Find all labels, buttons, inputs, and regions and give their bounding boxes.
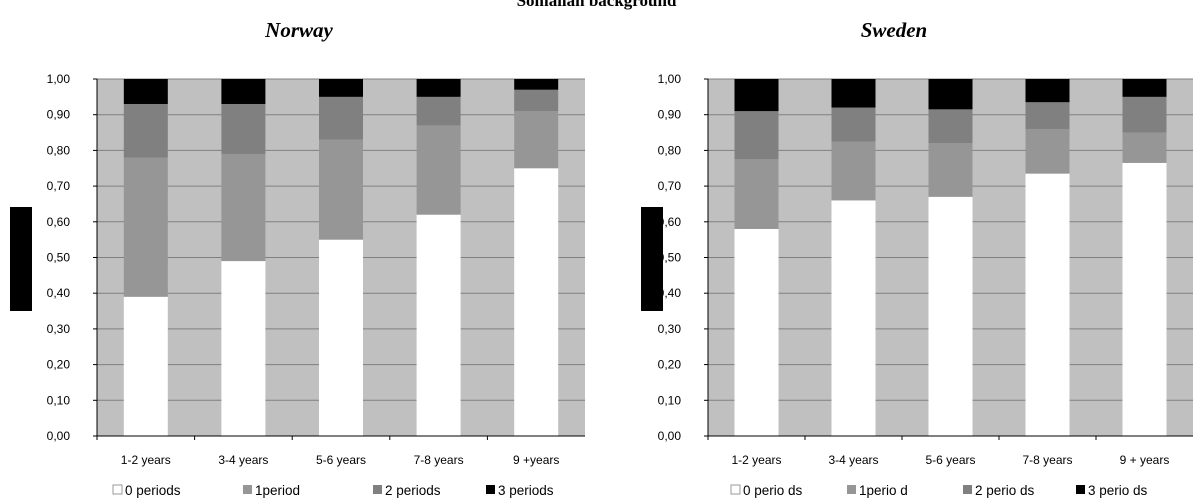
bar-segment (221, 261, 266, 436)
bar-segment (734, 111, 779, 160)
y-tick-label: 1,00 (658, 72, 682, 86)
legend-label: 0 perio ds (743, 483, 803, 498)
y-axis-label-block (641, 207, 663, 311)
bar-segment (1122, 162, 1167, 436)
bar-segment (831, 107, 876, 142)
legend-swatch (847, 485, 856, 494)
y-tick-label: 1,00 (47, 72, 71, 86)
x-tick-label: 1-2 years (731, 453, 781, 467)
bar-segment (221, 79, 266, 104)
y-tick-label: 0,70 (47, 179, 71, 193)
bar-segment (319, 96, 363, 140)
y-tick-label: 0,30 (47, 322, 71, 336)
bar-segment (319, 79, 363, 97)
y-tick-label: 0,60 (658, 215, 682, 229)
x-tick-label: 5-6 years (925, 453, 975, 467)
y-tick-label: 0,30 (658, 322, 682, 336)
legend-label: 1perio d (859, 483, 908, 498)
bar-segment (123, 296, 168, 436)
legend-label: 2 perio ds (975, 483, 1035, 498)
bar-segment (1025, 128, 1070, 174)
x-tick-label: 3-4 years (218, 453, 268, 467)
chart-title-norway: Norway (265, 18, 333, 42)
x-tick-label: 9 + years (1120, 453, 1170, 467)
bar-segment (928, 79, 973, 110)
bar-segment (928, 109, 973, 144)
stacked-bar-chart-sweden: 0,00 0,10 0,20 0,30 0,40 0,50 0,60 0,70 0,80 0,90… (658, 72, 1193, 498)
legend-label: 2 periods (385, 483, 441, 498)
y-tick-label: 0,90 (658, 108, 682, 122)
bar-segment (319, 139, 363, 240)
chart-panel-norway: Norway 0,00 0,10 0,20 0,30 0,40 0,50 0,60 0,70 0… (0, 0, 596, 502)
y-tick-label: 0,70 (658, 179, 682, 193)
y-tick-label: 0,00 (47, 429, 71, 443)
x-tick-label: 7-8 years (414, 453, 464, 467)
legend-swatch (373, 485, 382, 494)
legend-swatch (112, 484, 123, 495)
y-tick-label: 0,40 (47, 286, 71, 300)
y-tick-label: 0,40 (658, 286, 682, 300)
bar-segment (831, 79, 876, 108)
x-tick-label: 1-2 years (121, 453, 171, 467)
chart-title-sweden: Sweden (860, 18, 928, 42)
bar-segment (514, 111, 559, 169)
x-tick-label: 3-4 years (828, 453, 878, 467)
y-axis-label-block (10, 207, 32, 311)
bar-segment (928, 143, 973, 197)
bar-segment (416, 96, 461, 126)
bar-segment (319, 239, 363, 436)
bar-segment (123, 157, 168, 297)
bar-segment (1025, 79, 1070, 103)
y-tick-label: 0,90 (47, 108, 71, 122)
bar-segment (734, 79, 779, 112)
bar-segment (928, 196, 973, 436)
bar-segment (1122, 132, 1167, 163)
legend-swatch (730, 484, 741, 495)
legend-label: 0 periods (125, 483, 181, 498)
bar-segment (1122, 79, 1167, 97)
stacked-bar-chart-norway: 0,00 0,10 0,20 0,30 0,40 0,50 0,60 0,70 0,80 0,90… (47, 72, 585, 498)
bar-segment (1122, 96, 1167, 133)
bar-segment (831, 200, 876, 436)
y-tick-label: 0,00 (658, 429, 682, 443)
y-tick-label: 0,80 (658, 143, 682, 157)
y-tick-label: 0,10 (47, 393, 71, 407)
legend-swatch (1076, 485, 1085, 494)
y-tick-label: 0,20 (658, 358, 682, 372)
bar-segment (734, 228, 779, 436)
x-tick-label: 5-6 years (316, 453, 366, 467)
bar-segment (514, 89, 559, 112)
bar-segment (416, 125, 461, 215)
legend-swatch (243, 485, 252, 494)
bar-segment (221, 153, 266, 262)
bar-segment (1025, 102, 1070, 129)
bar-segment (734, 159, 779, 229)
legend-label: 1period (255, 483, 300, 498)
bar-segment (221, 103, 266, 154)
y-tick-label: 0,50 (658, 251, 682, 265)
legend-label: 3 perio ds (1088, 483, 1148, 498)
y-tick-label: 0,10 (658, 393, 682, 407)
legend-swatch (963, 485, 972, 494)
x-tick-label: 9 +years (513, 453, 559, 467)
bar-segment (123, 79, 168, 104)
legend-label: 3 periods (498, 483, 554, 498)
y-tick-label: 0,20 (47, 358, 71, 372)
bar-segment (416, 214, 461, 436)
bar-segment (123, 103, 168, 158)
chart-panel-sweden: Sweden 0,00 0,10 0,20 0,30 0,40 0,50 0,60 0,70 0… (596, 0, 1193, 502)
y-tick-label: 0,50 (47, 251, 71, 265)
bar-segment (514, 79, 559, 90)
bar-segment (416, 79, 461, 97)
legend-swatch (486, 485, 495, 494)
y-tick-label: 0,60 (47, 215, 71, 229)
figure-title: Somalian background (516, 0, 677, 10)
bar-segment (1025, 173, 1070, 437)
bar-segment (831, 141, 876, 201)
y-tick-label: 0,80 (47, 143, 71, 157)
bar-segment (514, 168, 559, 436)
x-tick-label: 7-8 years (1022, 453, 1072, 467)
